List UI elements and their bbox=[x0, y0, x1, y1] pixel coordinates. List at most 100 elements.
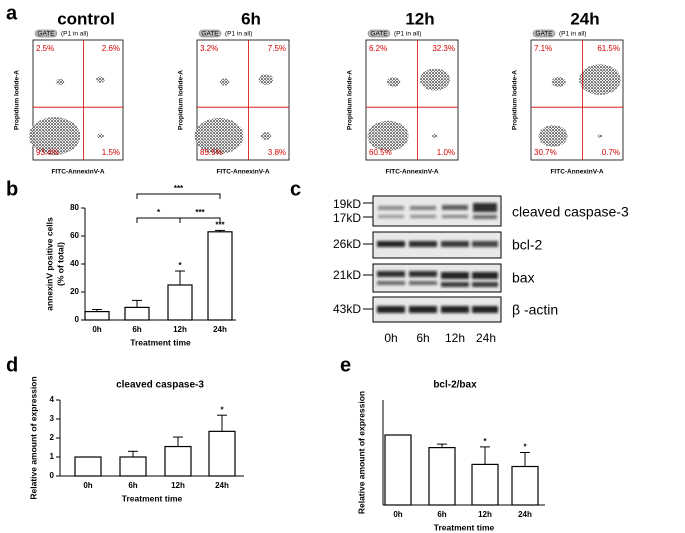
marker-label: 43kD bbox=[333, 302, 361, 316]
x-axis-label: FITC-AnnexinV-A bbox=[51, 169, 104, 176]
quadrant-label: 93.4% bbox=[36, 148, 59, 157]
lane-label: 12h bbox=[445, 331, 465, 345]
quadrant-label: 61.5% bbox=[597, 44, 620, 53]
gate-label: GATE bbox=[370, 30, 388, 37]
bar bbox=[384, 434, 412, 506]
comparison-bracket bbox=[136, 217, 181, 223]
gate-note: (P1 in all) bbox=[394, 30, 421, 37]
quadrant-label: 1.5% bbox=[102, 148, 120, 157]
y-tick-label: 1 bbox=[50, 452, 55, 461]
y-axis-label: Relative amount of expression bbox=[356, 391, 366, 514]
bar bbox=[84, 311, 110, 321]
gate-note: (P1 in all) bbox=[225, 30, 252, 37]
marker-label: 17kD bbox=[333, 211, 361, 225]
x-tick-label: 6h bbox=[132, 325, 141, 334]
bar bbox=[167, 284, 193, 321]
cell-cloud bbox=[260, 132, 272, 140]
y-tick-label: 0 bbox=[75, 315, 80, 324]
significance: * bbox=[220, 405, 224, 414]
plot-title: control bbox=[57, 9, 115, 28]
quadrant-label: 6.2% bbox=[369, 44, 387, 53]
cell-cloud bbox=[579, 64, 621, 95]
chart-title: cleaved caspase-3 bbox=[116, 380, 204, 391]
cell-cloud bbox=[194, 117, 244, 155]
marker-label: 26kD bbox=[333, 237, 361, 251]
cell-cloud bbox=[597, 134, 603, 138]
protein-label: β -actin bbox=[512, 302, 558, 318]
comparison-label: *** bbox=[195, 208, 205, 217]
gate-note: (P1 in all) bbox=[559, 30, 586, 37]
gate-pill bbox=[532, 29, 556, 38]
x-tick-label: 24h bbox=[518, 510, 532, 519]
gate-pill bbox=[198, 29, 222, 38]
x-tick-label: 6h bbox=[128, 481, 137, 490]
bands bbox=[377, 203, 498, 313]
y-tick-label: 60 bbox=[70, 231, 79, 240]
lane-label: 0h bbox=[384, 331, 397, 345]
y-tick-label: 40 bbox=[70, 259, 79, 268]
chart-title: bcl-2/bax bbox=[433, 380, 477, 391]
cell-cloud bbox=[387, 77, 401, 87]
protein-label: cleaved caspase-3 bbox=[512, 204, 629, 220]
x-axis-label: FITC-AnnexinV-A bbox=[385, 169, 438, 176]
significance: *** bbox=[215, 221, 225, 230]
cell-cloud bbox=[367, 120, 409, 152]
x-tick-label: 24h bbox=[213, 325, 227, 334]
y-tick-label: 4 bbox=[50, 395, 55, 404]
bar bbox=[164, 445, 192, 477]
quadrant-label: 30.7% bbox=[534, 148, 557, 157]
cell-cloud bbox=[97, 133, 104, 139]
quadrant-label: 1.0% bbox=[437, 148, 455, 157]
bar bbox=[208, 430, 236, 477]
y-tick-label: 3 bbox=[50, 414, 55, 423]
gate-label: GATE bbox=[37, 30, 55, 37]
x-tick-label: 12h bbox=[173, 325, 187, 334]
quadrant-label: 7.5% bbox=[268, 44, 286, 53]
cell-cloud bbox=[55, 78, 65, 86]
gate-note: (P1 in all) bbox=[61, 30, 88, 37]
gate-label: GATE bbox=[535, 30, 553, 37]
comparison-label: *** bbox=[174, 184, 184, 193]
cell-cloud bbox=[29, 117, 81, 155]
cell-cloud bbox=[96, 76, 105, 83]
bar bbox=[207, 231, 233, 321]
gate-pill bbox=[34, 29, 58, 38]
western-blot: 19kD 17kD 26kD 21kD 43kD cleaved caspase… bbox=[333, 195, 629, 345]
quadrant-label: 85.5% bbox=[200, 148, 223, 157]
quadrant-label: 2.5% bbox=[36, 44, 54, 53]
x-tick-label: 6h bbox=[437, 510, 446, 519]
x-tick-label: 0h bbox=[393, 510, 402, 519]
comparison-bracket bbox=[179, 217, 221, 223]
y-axis-label: Relative amount of expression bbox=[28, 376, 38, 499]
lane-label: 6h bbox=[416, 331, 429, 345]
x-tick-label: 24h bbox=[215, 481, 229, 490]
significance: * bbox=[523, 443, 527, 452]
y-tick-label: 20 bbox=[70, 287, 79, 296]
x-tick-label: 0h bbox=[83, 481, 92, 490]
y-axis-label: annexinV positive cells bbox=[44, 217, 54, 311]
bar bbox=[119, 456, 147, 477]
protein-label: bax bbox=[512, 270, 535, 286]
panel-letter: c bbox=[290, 178, 301, 200]
significance: * bbox=[483, 437, 487, 446]
x-tick-label: 12h bbox=[171, 481, 185, 490]
y-axis-label: Propidium Iodide-A bbox=[14, 70, 21, 130]
x-axis-label: FITC-AnnexinV-A bbox=[216, 169, 269, 176]
y-tick-label: 80 bbox=[70, 203, 79, 212]
quadrant-label: 0.7% bbox=[602, 148, 620, 157]
lane-label: 24h bbox=[476, 331, 496, 345]
x-axis-label: FITC-AnnexinV-A bbox=[550, 169, 603, 176]
cell-cloud bbox=[219, 78, 230, 86]
panel-letter: b bbox=[6, 178, 18, 200]
protein-label: bcl-2 bbox=[512, 237, 543, 253]
y-tick-label: 0 bbox=[50, 471, 55, 480]
y-axis-label: Propidium Iodide-A bbox=[347, 70, 354, 130]
quadrant-label: 2.6% bbox=[102, 44, 120, 53]
marker-label: 21kD bbox=[333, 268, 361, 282]
cell-cloud bbox=[432, 134, 438, 138]
cell-cloud bbox=[538, 125, 568, 147]
plot-title: 24h bbox=[570, 9, 599, 28]
bar bbox=[74, 456, 102, 477]
bar bbox=[471, 463, 499, 506]
